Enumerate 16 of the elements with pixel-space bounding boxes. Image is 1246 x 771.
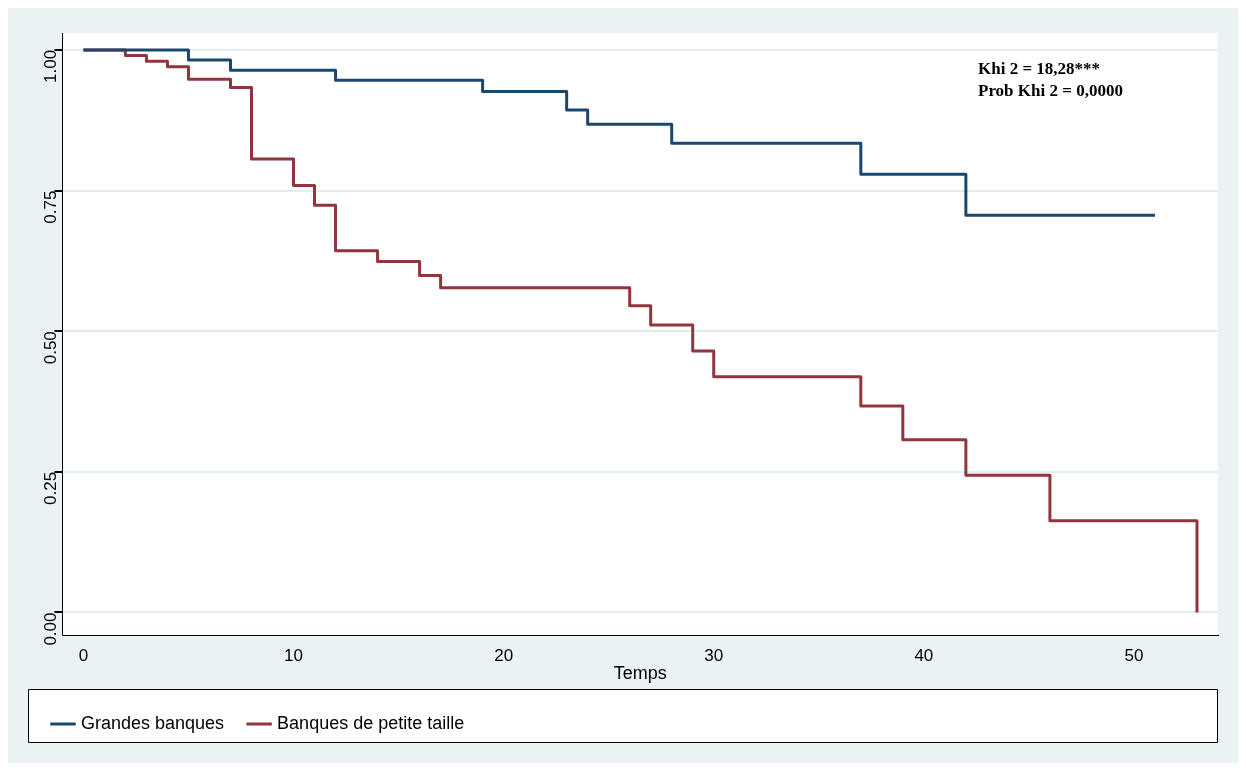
y-tick-label: 0.75 [41, 190, 61, 224]
annotation: Khi 2 = 18,28*** [978, 58, 1101, 78]
x-axis-title: Temps [613, 663, 667, 684]
annotation: Prob Khi 2 = 0,0000 [978, 80, 1123, 100]
x-tick-label: 40 [914, 645, 934, 665]
y-tick-label: 0.50 [41, 331, 61, 365]
x-tick-label: 10 [284, 645, 303, 665]
y-tick-label: 0.00 [41, 612, 61, 646]
x-tick-label: 30 [704, 645, 724, 665]
x-tick-label: 0 [78, 645, 89, 665]
x-tick-label: 50 [1124, 645, 1144, 665]
y-tick-label: 0.25 [41, 471, 61, 505]
y-tick-label: 1.00 [41, 49, 61, 83]
legend-label: Banques de petite taille [277, 712, 465, 733]
x-tick-label: 20 [494, 645, 514, 665]
legend-label: Grandes banques [81, 712, 225, 733]
